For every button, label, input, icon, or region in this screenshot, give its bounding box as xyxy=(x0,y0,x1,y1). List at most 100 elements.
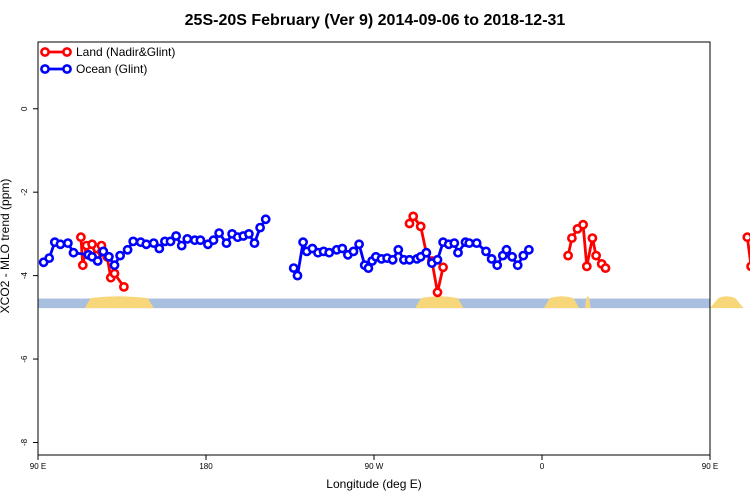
data-point xyxy=(243,228,254,239)
legend-marker xyxy=(62,64,72,74)
land-region xyxy=(415,296,464,309)
plot-frame xyxy=(37,41,711,456)
data-point xyxy=(387,254,398,265)
data-point xyxy=(171,231,181,241)
data-point xyxy=(742,232,750,243)
series-land xyxy=(76,211,750,298)
data-point xyxy=(464,238,475,248)
data-point xyxy=(432,287,443,298)
data-point xyxy=(518,250,529,261)
data-point xyxy=(68,247,79,258)
data-point xyxy=(348,246,359,257)
y-tick-label: -2 xyxy=(20,188,29,196)
data-point xyxy=(421,247,432,258)
data-point xyxy=(404,218,415,229)
legend-label: Ocean (Glint) xyxy=(76,62,147,76)
data-point xyxy=(492,260,503,271)
x-axis-label: Longitude (deg E) xyxy=(326,477,421,491)
data-point xyxy=(404,254,415,265)
data-point xyxy=(260,214,271,225)
data-point xyxy=(109,260,120,271)
data-point xyxy=(87,239,97,250)
legend-marker xyxy=(40,64,50,74)
data-point xyxy=(363,263,374,273)
data-point xyxy=(195,235,206,246)
data-point xyxy=(524,244,534,255)
land-region xyxy=(710,296,744,309)
y-tick-label: 0 xyxy=(20,106,29,111)
data-point xyxy=(581,261,592,272)
data-point xyxy=(324,247,335,258)
series-layer xyxy=(38,211,750,298)
x-axis: 90 E 180 90 W 0 90 E xyxy=(30,455,718,471)
data-point xyxy=(165,236,176,247)
data-point xyxy=(128,236,139,247)
data-point xyxy=(567,233,577,243)
chart-title: 25S-20S February (Ver 9) 2014-09-06 to 2… xyxy=(185,12,566,29)
series-ocean xyxy=(38,214,534,281)
data-point xyxy=(298,237,308,248)
data-point xyxy=(255,222,265,233)
data-point xyxy=(122,244,133,255)
data-point xyxy=(292,270,303,281)
data-point xyxy=(98,246,109,257)
legend-label: Land (Nadir&Glint) xyxy=(76,45,175,59)
data-point xyxy=(154,243,165,254)
data-point xyxy=(55,239,66,250)
data-point xyxy=(453,247,463,258)
data-point xyxy=(486,253,497,264)
data-point xyxy=(578,219,588,230)
legend-marker xyxy=(40,47,50,57)
data-point xyxy=(214,228,224,238)
data-point xyxy=(44,253,55,263)
y-tick-label: -6 xyxy=(20,355,29,363)
data-point xyxy=(119,281,129,292)
data-point xyxy=(563,250,573,261)
data-point xyxy=(77,260,88,271)
data-point xyxy=(63,238,73,248)
x-tick-label: 180 xyxy=(199,462,213,471)
data-point xyxy=(288,263,299,273)
data-point xyxy=(591,250,601,261)
data-point xyxy=(148,238,159,248)
data-point xyxy=(208,235,219,246)
data-point xyxy=(587,233,598,243)
land-region xyxy=(543,296,580,309)
data-point xyxy=(76,232,86,243)
x-tick-label: 90 W xyxy=(365,462,384,471)
data-point xyxy=(512,260,523,271)
data-point xyxy=(449,238,460,248)
ocean-band xyxy=(38,298,710,309)
data-point xyxy=(337,243,348,254)
data-point xyxy=(104,251,114,262)
data-point xyxy=(393,244,404,255)
y-tick-label: -8 xyxy=(20,438,29,446)
data-point xyxy=(115,250,125,261)
data-point xyxy=(182,233,193,244)
data-point xyxy=(432,254,443,265)
y-axis: 0 -2 -4 -6 -8 xyxy=(20,106,38,446)
y-axis-label: XCO2 - MLO trend (ppm) xyxy=(0,179,12,314)
x-tick-label: 0 xyxy=(540,462,545,471)
data-point xyxy=(221,238,232,248)
data-point xyxy=(471,238,482,248)
data-point xyxy=(408,211,419,222)
land-ocean-strip xyxy=(38,296,744,309)
x-tick-label: 90 E xyxy=(702,462,718,471)
data-point xyxy=(354,239,364,250)
legend-marker xyxy=(62,47,72,57)
legend: Land (Nadir&Glint) Ocean (Glint) xyxy=(40,45,175,76)
land-region xyxy=(84,296,154,309)
data-point xyxy=(746,261,750,272)
data-point xyxy=(481,246,491,257)
data-point xyxy=(600,263,611,273)
land-region xyxy=(584,296,591,309)
data-point xyxy=(438,262,448,273)
data-point xyxy=(109,268,120,279)
data-point xyxy=(415,221,426,232)
x-tick-label: 90 E xyxy=(30,462,46,471)
data-point xyxy=(501,244,512,255)
data-point xyxy=(249,238,260,248)
data-point xyxy=(141,239,152,250)
